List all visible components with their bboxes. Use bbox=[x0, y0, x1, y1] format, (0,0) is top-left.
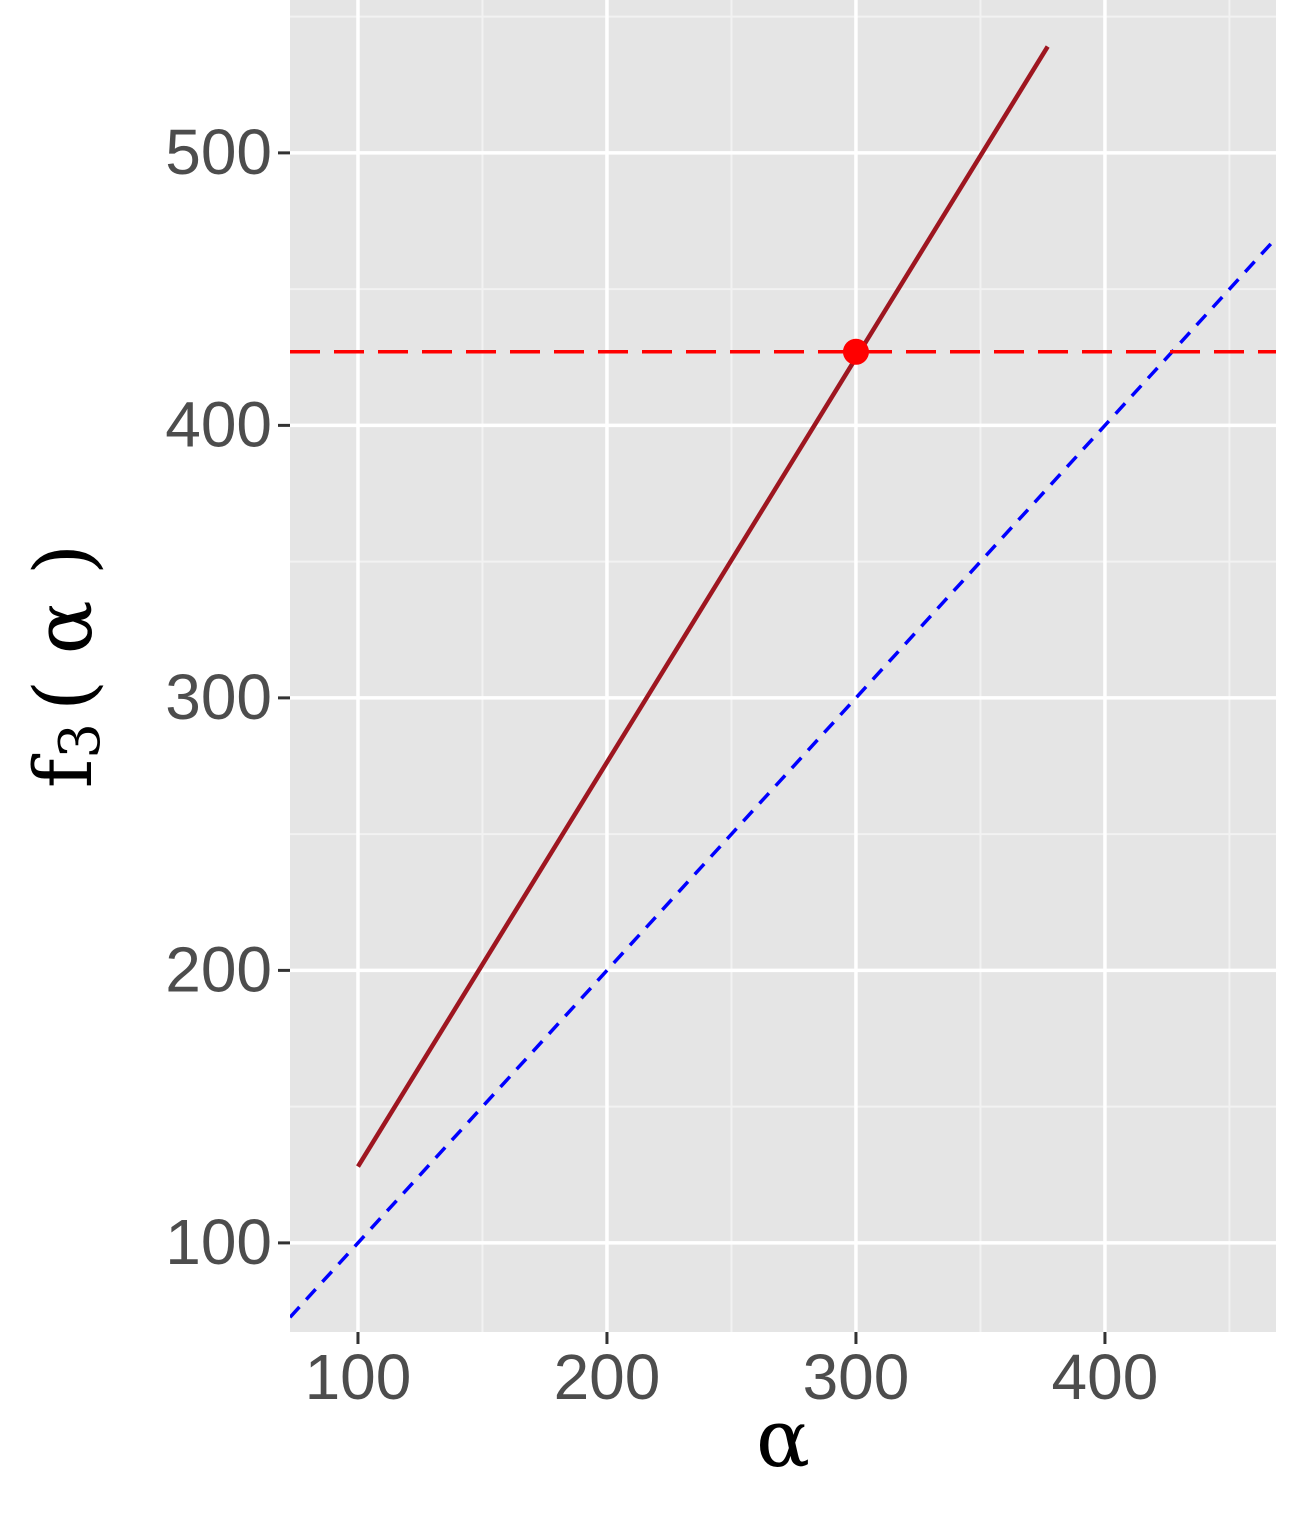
y-tick-label: 400 bbox=[165, 388, 272, 460]
y-label-base: f bbox=[17, 753, 110, 788]
y-label-sub: 3 bbox=[48, 723, 113, 759]
x-tick-label: 200 bbox=[554, 1341, 661, 1413]
x-axis-label: α bbox=[756, 1392, 810, 1485]
reference-line bbox=[290, 236, 1276, 1319]
y-label-rest: ( α ) bbox=[17, 544, 110, 711]
x-tick-label: 100 bbox=[305, 1341, 412, 1413]
y-axis-label: f3 ( α ) bbox=[17, 544, 113, 789]
marks bbox=[290, 45, 1276, 1319]
grid bbox=[290, 0, 1276, 1332]
line bbox=[356, 45, 1050, 1168]
panel bbox=[290, 0, 1276, 1332]
x-tick-label: 400 bbox=[1052, 1341, 1159, 1413]
point bbox=[842, 338, 869, 365]
y-tick-label: 300 bbox=[165, 661, 272, 733]
x-tick-label: 300 bbox=[803, 1341, 910, 1413]
y-tick-label: 200 bbox=[165, 933, 272, 1005]
y-tick-label: 500 bbox=[165, 116, 272, 188]
y-tick-label: 100 bbox=[165, 1206, 272, 1278]
